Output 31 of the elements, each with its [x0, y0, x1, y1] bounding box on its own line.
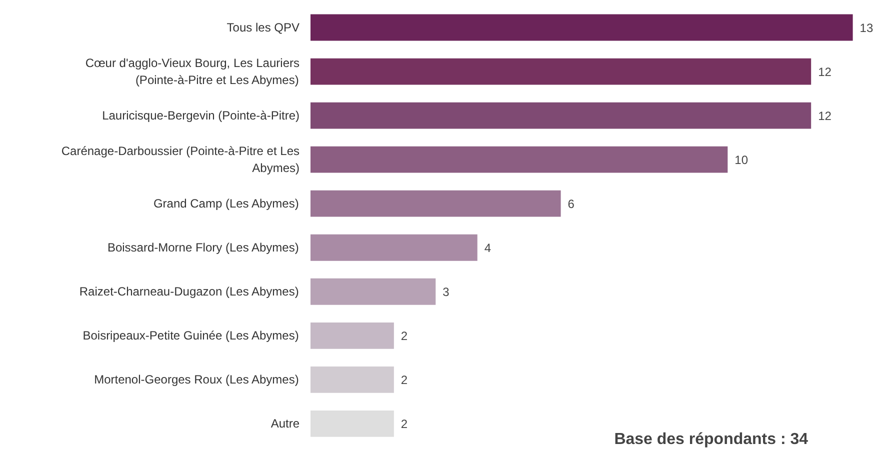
data-label: 6	[568, 197, 575, 212]
bar	[310, 58, 812, 85]
y-tick-label: Raizet-Charneau-Dugazon (Les Abymes)	[79, 284, 299, 299]
data-label: 3	[442, 285, 450, 300]
bar	[310, 190, 561, 217]
annotation: Base des répondants : 34	[614, 430, 808, 448]
bar	[310, 146, 728, 173]
data-label: 13	[860, 21, 874, 36]
y-tick-label: Cœur d'agglo-Vieux Bourg, Les Lauriers (Pointe-à-Pitre et Les Abymes)	[85, 56, 300, 87]
y-tick-label: Autre	[270, 416, 300, 431]
data-label: 2	[400, 373, 408, 388]
bar	[310, 366, 394, 393]
bar	[310, 234, 478, 261]
bar	[310, 278, 436, 305]
y-tick-label: Mortenol-Georges Roux (Les Abymes)	[94, 372, 299, 387]
data-label: 4	[484, 241, 492, 256]
bar	[310, 102, 812, 129]
data-label: 12	[818, 109, 832, 124]
data-label: 2	[400, 329, 408, 344]
y-tick-label: Boissard-Morne Flory (Les Abymes)	[107, 240, 299, 255]
y-tick-label: Grand Camp (Les Abymes)	[153, 196, 299, 211]
data-label: 10	[734, 153, 748, 168]
y-tick-label: Lauricisque-Bergevin (Pointe-à-Pitre)	[102, 108, 300, 123]
bar	[310, 322, 394, 349]
y-tick-label: Tous les QPV	[226, 20, 300, 35]
bar	[310, 410, 394, 437]
y-tick-label: Boisripeaux-Petite Guinée (Les Abymes)	[82, 328, 299, 343]
data-label: 2	[400, 417, 408, 432]
data-label: 12	[818, 65, 832, 80]
bar	[310, 14, 853, 41]
y-tick-label: Carénage-Darboussier (Pointe-à-Pitre et Les Abymes)	[61, 144, 300, 175]
